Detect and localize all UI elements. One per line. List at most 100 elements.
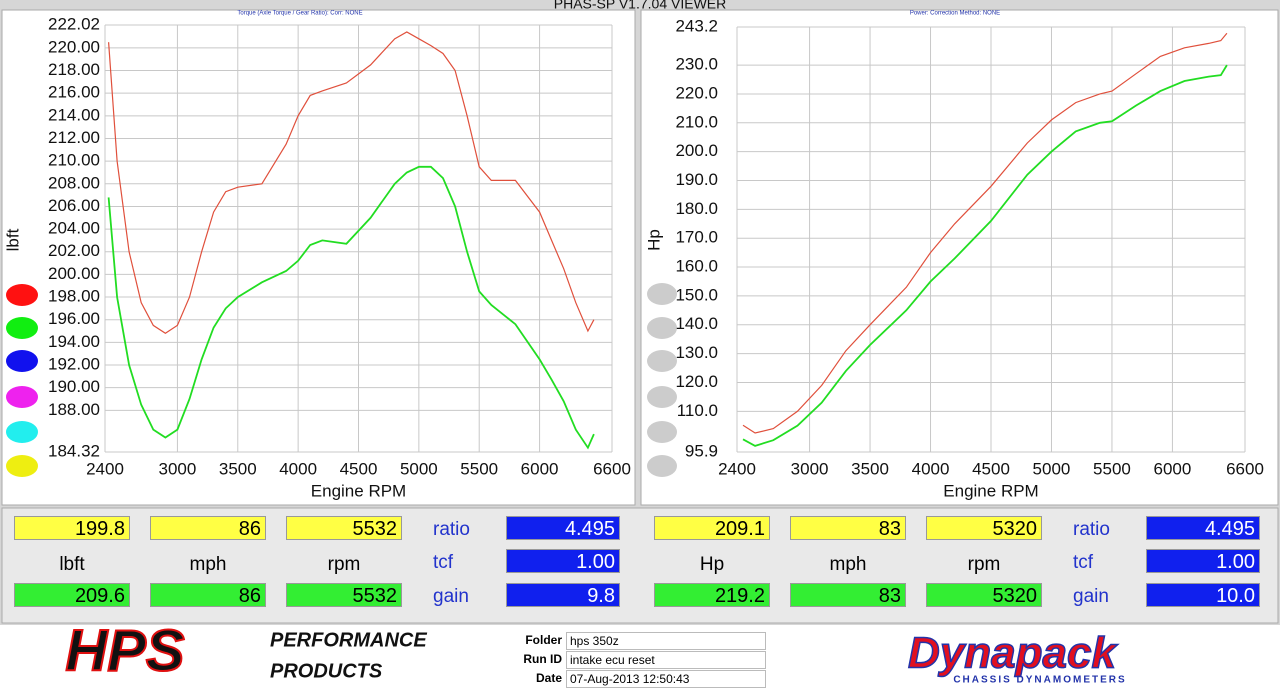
- series-line: [742, 64, 1228, 447]
- value-box: 83: [790, 516, 906, 540]
- unit-label: mph: [189, 554, 227, 575]
- run-dot[interactable]: [647, 317, 677, 339]
- unit-label: rpm: [327, 554, 361, 575]
- y-tick-label: 95.9: [685, 441, 718, 460]
- value-box: 5532: [286, 516, 402, 540]
- factor-label: tcf: [1073, 552, 1094, 573]
- y-tick-label: 206.00: [48, 196, 100, 215]
- run-dot[interactable]: [647, 386, 677, 408]
- factor-label: ratio: [433, 519, 470, 540]
- y-tick-label: 212.00: [48, 128, 100, 147]
- y-tick-label: 130.0: [675, 343, 718, 362]
- value-box: 219.2: [654, 583, 770, 607]
- x-tick-label: 6000: [1154, 459, 1192, 478]
- y-tick-label: 218.00: [48, 60, 100, 79]
- x-tick-label: 3500: [219, 459, 257, 478]
- x-tick-label: 2400: [718, 459, 756, 478]
- unit-label: rpm: [967, 554, 1001, 575]
- x-tick-label: 2400: [86, 459, 124, 478]
- y-axis-label: Hp: [644, 229, 663, 251]
- x-tick-label: 4000: [279, 459, 317, 478]
- series-line: [742, 32, 1228, 434]
- value-box: 5320: [926, 583, 1042, 607]
- y-tick-label: 190.00: [48, 377, 100, 396]
- x-tick-label: 5000: [1033, 459, 1071, 478]
- x-tick-label: 6000: [521, 459, 559, 478]
- factor-box: 4.495: [1146, 516, 1260, 540]
- unit-label: lbft: [59, 554, 85, 575]
- footer: [0, 625, 1280, 689]
- field-value: 07-Aug-2013 12:50:43: [566, 670, 766, 688]
- y-tick-label: 208.00: [48, 173, 100, 192]
- x-tick-label: 3000: [791, 459, 829, 478]
- run-dot[interactable]: [6, 317, 38, 339]
- right-panel: [640, 9, 1279, 506]
- run-selectors[interactable]: [647, 283, 677, 477]
- factor-label: ratio: [1073, 519, 1110, 540]
- x-axis-label: Engine RPM: [943, 481, 1038, 500]
- unit-label: mph: [829, 554, 867, 575]
- series-line: [108, 31, 595, 335]
- y-tick-label: 198.00: [48, 287, 100, 306]
- run-dot[interactable]: [6, 455, 38, 477]
- y-tick-label: 120.0: [675, 372, 718, 391]
- value-box: 209.1: [654, 516, 770, 540]
- logo-left: HPS: [65, 618, 185, 683]
- note: Power: Correction Method: NONE: [910, 11, 1000, 17]
- value-box: 5320: [926, 516, 1042, 540]
- x-tick-label: 3000: [159, 459, 197, 478]
- y-tick-label: 230.0: [675, 55, 718, 74]
- y-tick-label: 216.00: [48, 83, 100, 102]
- x-tick-label: 4000: [912, 459, 950, 478]
- y-tick-label: 210.00: [48, 151, 100, 170]
- factor-box: 4.495: [506, 516, 620, 540]
- y-tick-label: 202.00: [48, 241, 100, 260]
- run-dot[interactable]: [6, 421, 38, 443]
- y-tick-label: 180.0: [675, 199, 718, 218]
- value-box: 5532: [286, 583, 402, 607]
- field-value: intake ecu reset: [566, 651, 766, 669]
- run-dot[interactable]: [6, 284, 38, 306]
- y-tick-label: 140.0: [675, 314, 718, 333]
- y-tick-label: 170.0: [675, 228, 718, 247]
- window-title: PHAS-SP V1.7.04 VIEWER: [554, 0, 726, 12]
- value-box: 209.6: [14, 583, 130, 607]
- run-dot[interactable]: [6, 350, 38, 372]
- run-dot[interactable]: [647, 421, 677, 443]
- logo-sub: PERFORMANCE: [270, 629, 427, 651]
- y-tick-label: 110.0: [677, 401, 718, 420]
- note: Torque (Axle Torque / Gear Ratio): Corr:…: [237, 11, 362, 17]
- y-tick-label: 196.00: [48, 309, 100, 328]
- y-tick-label: 220.00: [48, 37, 100, 56]
- unit-label: Hp: [699, 554, 725, 575]
- x-tick-label: 4500: [972, 459, 1010, 478]
- run-dot[interactable]: [647, 283, 677, 305]
- logo-sub: PRODUCTS: [270, 660, 383, 682]
- y-tick-label: 160.0: [675, 257, 718, 276]
- factor-label: gain: [1073, 586, 1109, 607]
- x-tick-label: 5000: [400, 459, 438, 478]
- logo-right: Dynapack: [908, 629, 1118, 678]
- field-label: Run ID: [523, 652, 562, 666]
- y-tick-label: 184.32: [48, 441, 100, 460]
- y-tick-label: 222.02: [48, 14, 100, 33]
- x-tick-label: 5500: [1093, 459, 1131, 478]
- y-tick-label: 204.00: [48, 219, 100, 238]
- y-tick-label: 243.2: [675, 16, 718, 35]
- y-axis-label: lbft: [3, 228, 22, 251]
- run-dot[interactable]: [647, 350, 677, 372]
- x-tick-label: 5500: [460, 459, 498, 478]
- factor-label: tcf: [433, 552, 454, 573]
- run-dot[interactable]: [647, 455, 677, 477]
- run-dot[interactable]: [6, 386, 38, 408]
- factor-box: 1.00: [1146, 549, 1260, 573]
- value-box: 199.8: [14, 516, 130, 540]
- x-tick-label: 6600: [593, 459, 631, 478]
- y-tick-label: 220.0: [675, 83, 718, 102]
- y-tick-label: 188.00: [48, 400, 100, 419]
- run-selectors[interactable]: [6, 284, 38, 477]
- factor-box: 1.00: [506, 549, 620, 573]
- series-line: [107, 165, 595, 450]
